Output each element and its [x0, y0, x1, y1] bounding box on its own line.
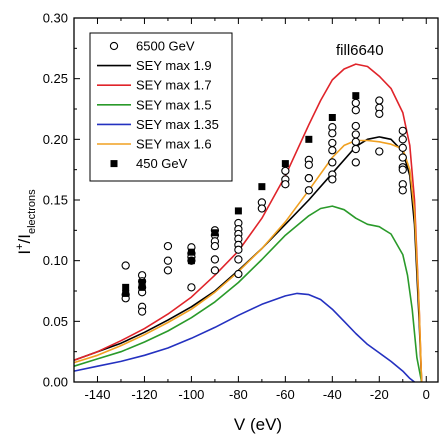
- data-point-6500gev: [375, 147, 384, 156]
- series-line-0: [73, 136, 423, 383]
- data-point-6500gev: [304, 186, 313, 195]
- data-point-6500gev: [234, 269, 243, 279]
- legend-circle-swatch: [109, 41, 119, 51]
- data-point-6500gev: [398, 143, 407, 152]
- data-point-450gev: [258, 183, 266, 191]
- data-point-6500gev: [375, 109, 384, 119]
- y-axis-title-sub: electrons: [26, 189, 38, 234]
- data-point-6500gev: [304, 160, 313, 169]
- data-point-6500gev: [210, 266, 220, 275]
- legend-label: 450 GeV: [136, 156, 188, 171]
- data-point-6500gev: [163, 241, 173, 251]
- x-tick-label: -140: [84, 387, 110, 402]
- data-point-6500gev: [234, 255, 243, 264]
- data-point-6500gev: [328, 158, 337, 167]
- x-tick-label: -40: [323, 387, 342, 402]
- y-tick-label: 0.05: [43, 314, 68, 329]
- data-point-450gev: [328, 113, 336, 121]
- data-point-6500gev: [351, 106, 360, 115]
- y-tick-label: 0.15: [43, 193, 68, 208]
- x-tick-label: 0: [423, 387, 430, 402]
- y-axis-title-sup: +: [14, 243, 26, 249]
- data-point-450gev: [305, 135, 313, 143]
- data-point-6500gev: [398, 153, 407, 162]
- data-point-6500gev: [398, 126, 407, 135]
- y-tick-label: 0.10: [43, 253, 68, 268]
- legend-label: SEY max 1.35: [136, 117, 219, 132]
- legend-label: SEY max 1.6: [136, 137, 212, 152]
- data-point-6500gev: [137, 307, 147, 316]
- legend: 6500 GeV SEY max 1.9 SEY max 1.7 SEY max 1.…: [89, 32, 233, 182]
- data-point-6500gev: [281, 180, 290, 189]
- data-point-6500gev: [351, 130, 360, 139]
- data-point-6500gev: [351, 98, 360, 108]
- legend-box: [89, 32, 233, 182]
- data-point-450gev: [138, 283, 146, 291]
- legend-square-swatch: [110, 160, 118, 168]
- data-point-6500gev: [257, 204, 267, 213]
- x-axis-title: V (eV): [234, 415, 282, 434]
- data-point-6500gev: [328, 129, 337, 138]
- data-point-6500gev: [187, 283, 196, 292]
- data-point-6500gev: [163, 256, 173, 265]
- data-point-6500gev: [351, 144, 360, 154]
- x-tick-label: -20: [370, 387, 389, 402]
- data-point-6500gev: [351, 137, 360, 146]
- y-axis-title-slash: /I: [15, 234, 34, 243]
- y-axis-title: I+/Ielectrons: [14, 189, 38, 255]
- data-point-450gev: [138, 279, 146, 287]
- y-tick-label: 0.25: [43, 71, 68, 86]
- data-point-6500gev: [121, 261, 130, 270]
- data-point-450gev: [211, 229, 219, 237]
- series-layer: [73, 63, 423, 383]
- data-point-450gev: [122, 289, 130, 297]
- data-point-450gev: [122, 283, 130, 291]
- data-point-450gev: [234, 207, 242, 215]
- data-point-6500gev: [375, 96, 384, 105]
- axis-ticks: [73, 17, 438, 383]
- data-point-450gev: [187, 257, 195, 265]
- x-tick-label: -80: [229, 387, 248, 402]
- data-point-450gev: [187, 248, 195, 256]
- data-point-6500gev: [163, 266, 173, 275]
- data-point-6500gev: [234, 245, 243, 254]
- legend-label: SEY max 1.7: [136, 78, 212, 93]
- series-line-3: [73, 292, 415, 383]
- data-point-450gev: [281, 160, 289, 168]
- data-point-6500gev: [351, 158, 360, 167]
- x-tick-label: -100: [178, 387, 204, 402]
- series-line-2: [73, 205, 423, 383]
- series-line-1: [73, 63, 423, 383]
- legend-label: 6500 GeV: [136, 39, 195, 54]
- data-point-450gev: [352, 92, 360, 100]
- data-point-6500gev: [281, 166, 290, 176]
- data-point-6500gev: [304, 174, 313, 183]
- chart-annotation: fill6640: [336, 42, 384, 59]
- data-point-6500gev: [328, 146, 337, 155]
- data-point-6500gev: [210, 255, 220, 264]
- y-tick-label: 0.20: [43, 132, 68, 147]
- data-point-6500gev: [398, 165, 407, 174]
- y-tick-label: 0.30: [43, 11, 68, 26]
- data-point-6500gev: [328, 175, 337, 184]
- data-point-6500gev: [328, 138, 337, 148]
- y-tick-label: 0.00: [43, 375, 68, 390]
- y-axis-title-main: I: [15, 250, 34, 255]
- data-point-6500gev: [351, 121, 360, 131]
- x-tick-label: -60: [276, 387, 295, 402]
- legend-items: 6500 GeV SEY max 1.9 SEY max 1.7 SEY max 1.…: [97, 39, 219, 171]
- data-point-6500gev: [398, 135, 407, 144]
- tick-labels: -140 -120 -100 -80 -60 -40 -20 0 0.00 0.05 0.10 0.1…: [43, 11, 430, 403]
- x-tick-label: -120: [131, 387, 157, 402]
- data-point-6500gev: [210, 241, 220, 251]
- legend-label: SEY max 1.5: [136, 97, 212, 112]
- data-point-6500gev: [398, 186, 407, 195]
- legend-label: SEY max 1.9: [136, 58, 212, 73]
